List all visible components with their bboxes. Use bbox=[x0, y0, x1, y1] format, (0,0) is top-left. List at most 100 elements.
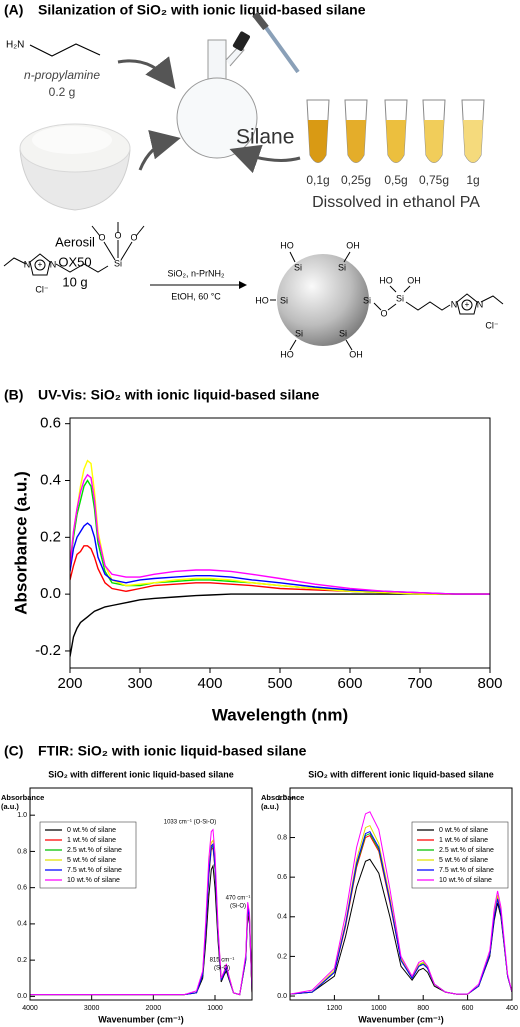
x-tick-label: 800 bbox=[417, 1005, 429, 1012]
series-line bbox=[70, 459, 490, 595]
tubes bbox=[306, 99, 485, 163]
x-tick-label: 400 bbox=[506, 1005, 518, 1012]
x-tick-label: 400 bbox=[197, 675, 222, 692]
series-line bbox=[30, 828, 252, 996]
x-tick-label: 2000 bbox=[146, 1005, 162, 1012]
panel-title: UV-Vis: SiO₂ with ionic liquid-based sil… bbox=[38, 387, 320, 403]
y-tick-label: 1.0 bbox=[277, 795, 287, 802]
atom: HO bbox=[280, 240, 294, 250]
y-tick-label: 0.2 bbox=[40, 528, 61, 545]
y-tick-label: -0.2 bbox=[35, 642, 61, 659]
y-tick-label: 0.0 bbox=[17, 993, 27, 1000]
series-line bbox=[290, 811, 512, 995]
flask-body bbox=[176, 77, 258, 159]
atom: Si bbox=[295, 328, 303, 338]
x-tick-label: 300 bbox=[127, 675, 152, 692]
stopper bbox=[232, 31, 250, 52]
plot-frame bbox=[29, 787, 253, 1001]
silica-name: Aerosil bbox=[55, 234, 95, 249]
y-tick-label: 0.8 bbox=[17, 848, 27, 855]
panel-label: (C) bbox=[4, 743, 23, 759]
x-axis-label: Wavenumber (cm⁻¹) bbox=[98, 1014, 183, 1024]
panel-title: FTIR: SiO₂ with ionic liquid-based silan… bbox=[38, 743, 307, 759]
y-axis-label: Absorbance (a.u.) bbox=[1, 793, 45, 812]
legend-label: 0 wt.% of silane bbox=[439, 827, 488, 834]
atom: O bbox=[98, 232, 105, 242]
amine-bonds bbox=[29, 43, 101, 57]
legend-label: 1 wt.% of silane bbox=[67, 837, 116, 844]
legend-label: 10 wt.% of silane bbox=[439, 877, 492, 884]
chart-title: SiO₂ with different ionic liquid-based s… bbox=[48, 769, 234, 779]
series-line bbox=[70, 473, 490, 595]
legend-label: 0 wt.% of silane bbox=[67, 827, 116, 834]
atom: Si bbox=[280, 295, 288, 305]
arrow bbox=[117, 56, 176, 90]
atom: N bbox=[477, 299, 484, 309]
atom: N bbox=[24, 259, 31, 269]
panel-label: (B) bbox=[4, 387, 23, 403]
y-tick-label: 0.4 bbox=[277, 914, 287, 921]
x-tick-label: 800 bbox=[477, 675, 502, 692]
x-tick-label: 200 bbox=[57, 675, 82, 692]
y-tick-label: 0.4 bbox=[17, 921, 27, 928]
annotation: 815 cm⁻¹ bbox=[210, 958, 235, 964]
atom: Si bbox=[338, 262, 346, 272]
annotation: (Si-O) bbox=[230, 904, 246, 910]
legend-label: 2.5 wt.% of silane bbox=[67, 847, 122, 854]
annotation: 1033 cm⁻¹ (O-Si-O) bbox=[164, 820, 217, 826]
y-axis-label: Absorbance (a.u.) bbox=[261, 793, 305, 812]
atom: O bbox=[380, 308, 387, 318]
legend-box bbox=[411, 821, 509, 889]
atom: Cl⁻ bbox=[485, 320, 498, 330]
amine-formula: H₂N bbox=[6, 40, 24, 51]
atom: O bbox=[130, 232, 137, 242]
series-line bbox=[70, 522, 490, 595]
atom: Si bbox=[363, 295, 371, 305]
atom: OH bbox=[407, 275, 421, 285]
atom: + bbox=[465, 300, 470, 309]
atom: O bbox=[114, 230, 121, 240]
annotation: 470 cm⁻¹ bbox=[226, 896, 251, 902]
x-tick-label: 1000 bbox=[371, 1005, 387, 1012]
x-axis-label: Wavenumber (cm⁻¹) bbox=[358, 1014, 443, 1024]
pipette-head bbox=[252, 11, 269, 31]
legend-label: 2.5 wt.% of silane bbox=[439, 847, 494, 854]
atom: Si bbox=[396, 293, 404, 303]
panel-label: (A) bbox=[4, 2, 23, 18]
plot-frame bbox=[289, 787, 513, 1001]
atom: N bbox=[451, 299, 458, 309]
x-tick-label: 4000 bbox=[22, 1005, 38, 1012]
x-tick-label: 3000 bbox=[84, 1005, 100, 1012]
x-tick-label: 600 bbox=[337, 675, 362, 692]
atom: Si bbox=[339, 328, 347, 338]
amine-name: n-propylamine bbox=[24, 68, 100, 82]
y-tick-label: 1.0 bbox=[17, 812, 27, 819]
tube-mass: 1g bbox=[466, 173, 479, 187]
atom: Si bbox=[114, 258, 122, 268]
conditions: SiO₂, n-PrNH₂ bbox=[168, 268, 225, 278]
x-tick-label: 700 bbox=[407, 675, 432, 692]
y-tick-label: 0.2 bbox=[17, 957, 27, 964]
tube-mass: 0,75g bbox=[419, 173, 449, 187]
y-tick-label: 0.0 bbox=[40, 585, 61, 602]
tube-mass: 0,5g bbox=[384, 173, 407, 187]
legend-label: 10 wt.% of silane bbox=[67, 877, 120, 884]
x-tick-label: 600 bbox=[462, 1005, 474, 1012]
silica-mass: 10 g bbox=[62, 274, 87, 289]
plot-frame bbox=[69, 417, 491, 669]
conditions: EtOH, 60 °C bbox=[171, 291, 221, 301]
tube-mass: 0,1g bbox=[306, 173, 329, 187]
atom: OH bbox=[349, 349, 363, 359]
y-tick-label: 0.2 bbox=[277, 953, 287, 960]
reactant-bonds bbox=[3, 222, 145, 276]
atom: HO bbox=[255, 295, 269, 305]
y-tick-label: 0.6 bbox=[277, 874, 287, 881]
legend-label: 7.5 wt.% of silane bbox=[67, 867, 122, 874]
product-bonds bbox=[270, 251, 504, 351]
legend-label: 7.5 wt.% of silane bbox=[439, 867, 494, 874]
atom: Si bbox=[294, 262, 302, 272]
chart-title: SiO₂ with different ionic liquid-based s… bbox=[308, 769, 494, 779]
series-line bbox=[290, 830, 512, 995]
